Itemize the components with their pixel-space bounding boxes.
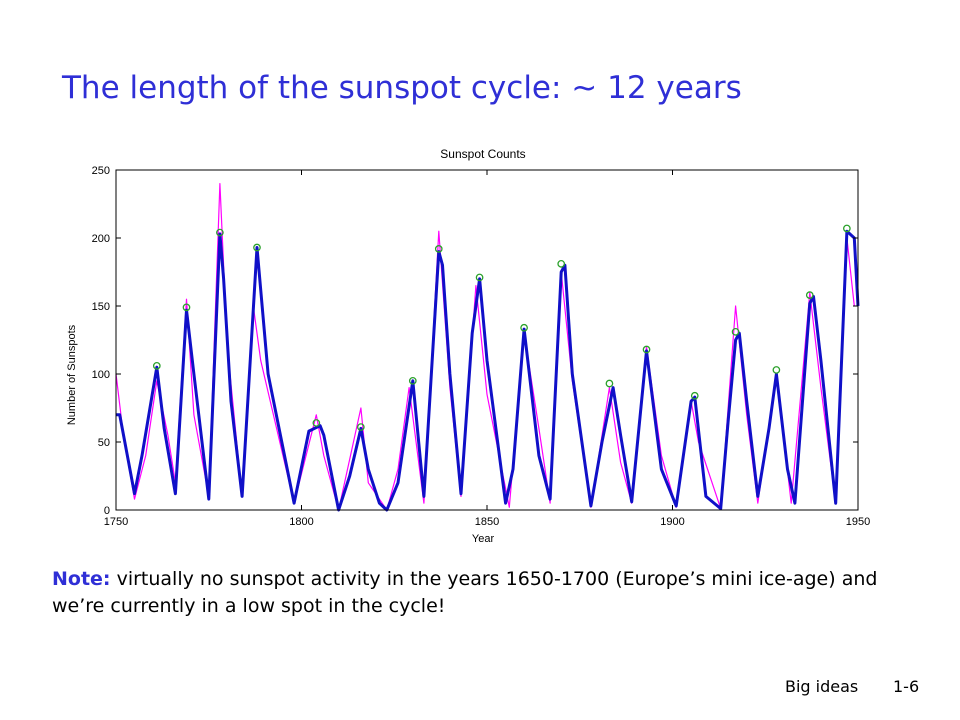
smoothed-series-line	[116, 229, 860, 512]
plot-area: 1750 1800 1850 1900 1950 0 50 100 150 200 250	[92, 165, 871, 528]
peak-marker	[152, 361, 161, 370]
peak-marker	[805, 291, 814, 299]
peak-marker	[843, 224, 851, 233]
x-tick-label: 1850	[475, 516, 499, 528]
peak-marker	[312, 419, 321, 427]
y-tick-label: 200	[92, 233, 110, 245]
x-tick-label: 1800	[289, 516, 313, 528]
y-tick-label: 0	[104, 505, 110, 517]
peak-marker	[408, 376, 417, 385]
peak-marker	[253, 243, 261, 252]
y-tick-label: 100	[92, 369, 110, 381]
peak-marker	[520, 323, 528, 332]
peak-marker	[182, 303, 191, 312]
note-text: virtually no sunspot activity in the yea…	[52, 568, 878, 617]
y-axis-label: Number of Sunspots	[66, 324, 78, 425]
peak-marker	[434, 245, 443, 253]
note-paragraph: Note: virtually no sunspot activity in t…	[52, 566, 932, 620]
y-tick-label: 50	[98, 437, 110, 449]
peak-marker	[642, 345, 651, 354]
note-label: Note:	[52, 568, 111, 590]
peak-marker	[772, 366, 781, 374]
x-tick-label: 1950	[846, 516, 870, 528]
peak-marker	[731, 327, 740, 336]
x-axis-label: Year	[472, 533, 495, 545]
x-tick-label: 1750	[104, 516, 128, 528]
sunspot-chart: Sunspot Counts Year Number of Sunspots 1…	[66, 147, 871, 545]
footer-page-number: 1-6	[893, 677, 920, 696]
peak-marker	[216, 228, 224, 237]
footer-section-name: Big ideas	[785, 677, 859, 696]
x-tick-label: 1900	[660, 516, 684, 528]
peak-marker	[557, 259, 566, 268]
slide-title: The length of the sunspot cycle: ~ 12 ye…	[62, 70, 742, 106]
chart-title: Sunspot Counts	[440, 147, 525, 161]
peak-marker	[475, 273, 484, 282]
peak-marker	[605, 379, 614, 388]
peak-marker	[690, 391, 699, 400]
y-tick-label: 150	[92, 301, 110, 313]
y-tick-label: 250	[92, 165, 110, 177]
peak-marker	[357, 423, 365, 431]
